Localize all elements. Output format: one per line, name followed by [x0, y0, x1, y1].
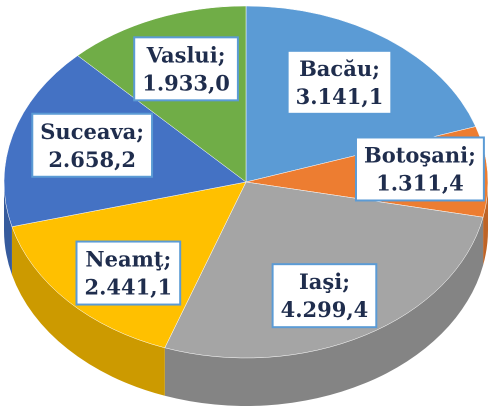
label-category: Bacău: [299, 56, 372, 81]
data-label: Iaşi; 4.299,4: [271, 263, 378, 329]
data-label-text: Botoşani;: [364, 142, 476, 167]
label-value: 1.311,4: [376, 170, 464, 195]
slice-side: [483, 182, 488, 266]
label-value: 2.441,1: [84, 275, 172, 300]
label-separator: ;: [468, 142, 476, 167]
label-value: 2.658,2: [48, 147, 136, 172]
label-separator: ;: [136, 119, 144, 144]
label-value: 4.299,4: [281, 297, 369, 322]
data-label-text: Suceava;: [40, 119, 144, 144]
label-category: Botoşani: [364, 142, 468, 167]
slice-side: [11, 226, 165, 396]
data-label: Suceava;2.658,2: [31, 112, 154, 178]
data-label: Bacău; 3.141,1: [286, 49, 393, 115]
label-box: [354, 136, 485, 202]
label-separator: ;: [218, 42, 226, 67]
data-label-text: Iaşi;: [299, 269, 350, 294]
label-separator: ;: [164, 247, 172, 272]
label-separator: ;: [372, 56, 380, 81]
data-label-text: Bacău;: [299, 56, 380, 81]
label-category: Iaşi: [299, 269, 342, 294]
label-box: [31, 112, 154, 178]
data-label: Neamţ; 2.441,1: [75, 240, 182, 306]
data-label: Vaslui; 1.933,0: [133, 36, 239, 102]
label-category: Neamţ: [85, 247, 163, 272]
slice-side: [164, 217, 484, 407]
label-value: 1.933,0: [142, 70, 230, 95]
label-box: [286, 49, 393, 115]
data-label-text: Neamţ;: [85, 247, 171, 272]
label-separator: ;: [342, 269, 350, 294]
label-value: 3.141,1: [296, 84, 384, 109]
label-box: [75, 240, 182, 306]
label-category: Suceava: [40, 119, 136, 144]
data-label-text: Vaslui;: [146, 42, 226, 67]
label-category: Vaslui: [146, 42, 218, 67]
label-box: [271, 263, 378, 329]
pie-sides: [4, 182, 488, 407]
data-label: Botoşani;1.311,4: [354, 136, 485, 202]
label-box: [133, 36, 239, 102]
